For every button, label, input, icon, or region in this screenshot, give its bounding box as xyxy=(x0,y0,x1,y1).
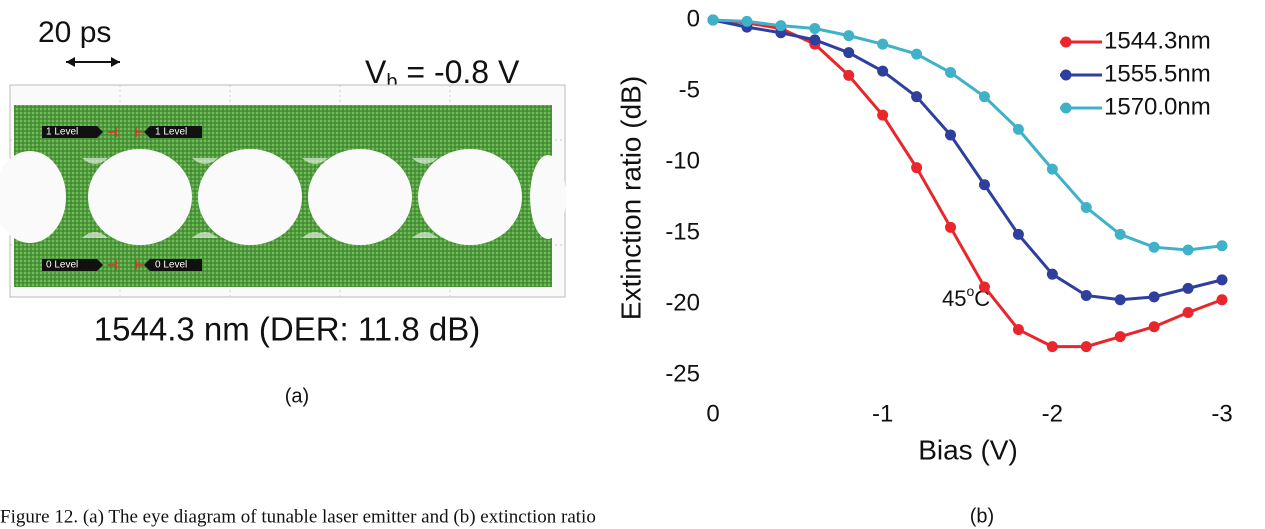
panel-label: (a) xyxy=(285,385,309,407)
data-point xyxy=(1149,321,1160,332)
data-point xyxy=(911,49,922,60)
panel-label: (b) xyxy=(970,505,994,527)
legend-marker xyxy=(1061,70,1072,81)
data-point xyxy=(1149,242,1160,253)
data-point xyxy=(979,281,990,292)
data-point xyxy=(1183,307,1194,318)
data-point xyxy=(1081,341,1092,352)
data-point xyxy=(843,47,854,58)
x-axis-label: Bias (V) xyxy=(918,434,1018,465)
data-point xyxy=(775,20,786,31)
data-point xyxy=(809,34,820,45)
data-point xyxy=(945,222,956,233)
data-point xyxy=(911,162,922,173)
data-point xyxy=(1115,331,1126,342)
y-axis-label: Extinction ratio (dB) xyxy=(615,76,646,320)
level-marker: 1 Level xyxy=(46,127,78,138)
data-point xyxy=(1013,229,1024,240)
x-tick-label: 0 xyxy=(706,400,719,427)
legend-label: 1555.5nm xyxy=(1104,60,1211,87)
data-point xyxy=(1047,164,1058,175)
y-tick-label: -25 xyxy=(665,360,700,387)
figure: 20 ps Vb = -0.8 V 1 Level 1 Level 0 Leve… xyxy=(0,0,1265,529)
legend-label: 1544.3nm xyxy=(1104,27,1211,54)
data-point xyxy=(741,16,752,27)
data-point xyxy=(1183,283,1194,294)
page: {"eye": {"scale_label": "20 ps", "bias_s… xyxy=(0,0,1265,529)
legend-marker xyxy=(1061,103,1072,114)
data-point xyxy=(945,130,956,141)
data-point xyxy=(1081,202,1092,213)
y-tick-label: -5 xyxy=(679,76,700,103)
data-point xyxy=(979,179,990,190)
x-tick-label: -3 xyxy=(1211,400,1232,427)
data-point xyxy=(979,91,990,102)
data-point xyxy=(1047,269,1058,280)
data-point xyxy=(1183,245,1194,256)
data-point xyxy=(1047,341,1058,352)
data-point xyxy=(877,39,888,50)
level-marker: 0 Level xyxy=(46,260,78,271)
data-point xyxy=(1013,124,1024,135)
y-tick-label: 0 xyxy=(687,5,700,32)
data-point xyxy=(843,30,854,41)
data-point xyxy=(1115,294,1126,305)
annotation-value: 45 xyxy=(942,286,966,311)
data-point xyxy=(911,91,922,102)
legend-label: 1570.0nm xyxy=(1104,93,1211,120)
data-point xyxy=(843,70,854,81)
eye-caption: 1544.3 nm (DER: 11.8 dB) xyxy=(94,311,480,348)
data-point xyxy=(1217,294,1228,305)
figure-caption: Figure 12. (a) The eye diagram of tunabl… xyxy=(0,506,596,527)
data-point xyxy=(877,110,888,121)
data-point xyxy=(945,67,956,78)
data-point xyxy=(809,23,820,34)
level-marker: 0 Level xyxy=(155,260,187,271)
x-tick-label: -2 xyxy=(1042,400,1063,427)
data-point xyxy=(1217,274,1228,285)
data-point xyxy=(708,15,719,26)
data-point xyxy=(1081,290,1092,301)
series-line xyxy=(713,20,1222,250)
y-tick-label: -15 xyxy=(665,218,700,245)
data-point xyxy=(1149,291,1160,302)
annotation-superscript: o xyxy=(966,283,974,299)
y-tick-label: -10 xyxy=(665,147,700,174)
x-tick-label: -1 xyxy=(872,400,893,427)
y-tick-label: -20 xyxy=(665,289,700,316)
data-point xyxy=(1115,229,1126,240)
data-point xyxy=(877,66,888,77)
data-point xyxy=(1217,240,1228,251)
scale-label: 20 ps xyxy=(38,16,111,49)
legend-marker xyxy=(1061,37,1072,48)
level-marker: 1 Level xyxy=(155,127,187,138)
data-point xyxy=(1013,324,1024,335)
